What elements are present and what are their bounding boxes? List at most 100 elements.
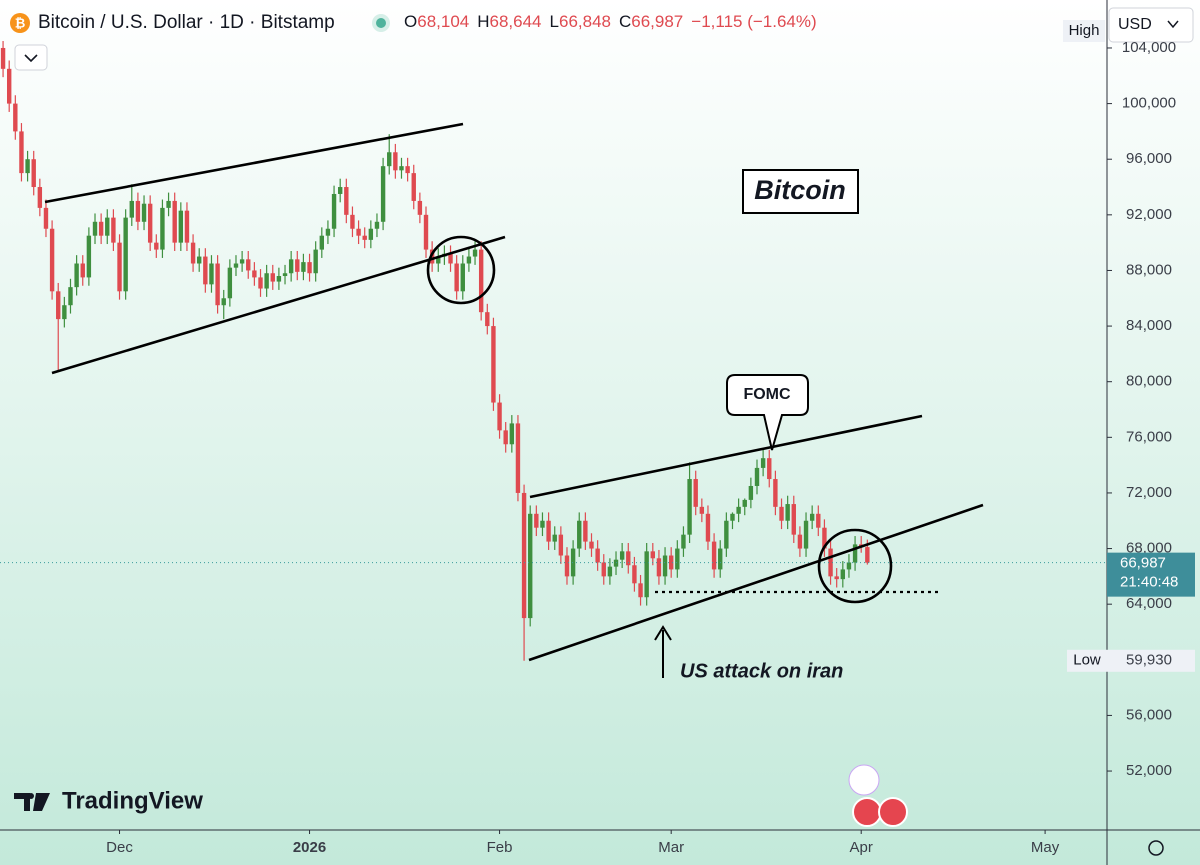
y-tick-label: 104,000 <box>1122 39 1176 56</box>
candle-body <box>154 242 159 250</box>
y-tick-label: 88,000 <box>1126 261 1172 278</box>
y-tick-label: 84,000 <box>1126 317 1172 334</box>
candle-body <box>301 262 306 272</box>
candle-body <box>552 534 557 542</box>
candle-body <box>209 263 214 285</box>
candle-body <box>325 228 331 236</box>
candle-body <box>534 513 539 528</box>
candle-body <box>638 583 643 598</box>
candle-body <box>246 259 251 271</box>
candle-body <box>460 263 465 292</box>
candle-body <box>754 467 760 486</box>
candle-body <box>147 203 153 243</box>
candle-body <box>387 152 392 167</box>
candle-body <box>197 256 202 264</box>
y-tick-label: 96,000 <box>1126 150 1172 167</box>
candle-body <box>344 187 349 215</box>
candle-body <box>423 214 429 250</box>
candle-body <box>221 298 226 306</box>
candle-body <box>282 273 288 277</box>
candle-body <box>264 273 269 289</box>
high-tag: High <box>1069 22 1100 39</box>
trendline <box>529 414 923 499</box>
candle-body <box>374 221 380 229</box>
event-text: US attack on iran <box>680 660 843 682</box>
arrow-head <box>654 625 672 641</box>
candle-body <box>252 270 257 278</box>
y-tick-label: 56,000 <box>1126 706 1172 723</box>
candle-body <box>448 253 453 264</box>
candle-body <box>295 259 300 272</box>
title-box <box>742 169 859 214</box>
candle-body <box>705 513 711 542</box>
candle-body <box>405 166 410 174</box>
candle-body <box>497 402 502 431</box>
trendline <box>44 122 464 204</box>
logo-mark <box>14 793 50 811</box>
candle-body <box>840 569 846 580</box>
candle-body <box>411 173 416 201</box>
candle-body <box>399 166 404 171</box>
candle-body <box>509 423 515 445</box>
ohlc-letter: O <box>404 12 417 31</box>
candle-body <box>687 479 692 535</box>
y-tick-label: 52,000 <box>1126 762 1172 779</box>
candle-body <box>184 210 190 243</box>
candle-body <box>834 576 839 580</box>
candle-body <box>239 259 245 264</box>
last-price-label: 66,987 <box>1120 555 1166 572</box>
callout-bubble <box>726 374 809 451</box>
candle-body <box>681 534 686 549</box>
event-flag[interactable] <box>878 797 908 827</box>
candle-body <box>626 551 631 566</box>
candle-body <box>86 235 92 278</box>
candle-body <box>601 562 606 577</box>
candle-body <box>521 492 527 619</box>
candle-body <box>227 267 233 299</box>
currency[interactable]: USD <box>1118 16 1152 33</box>
candle-body <box>350 214 355 229</box>
x-tick-label: Dec <box>106 839 133 856</box>
ohlc-value: 66,987 <box>631 12 683 31</box>
candle-body <box>779 506 784 521</box>
y-tick-label: 76,000 <box>1126 428 1172 445</box>
candle-body <box>570 548 576 577</box>
candle-body <box>276 276 282 282</box>
settings-icon[interactable] <box>1148 840 1164 856</box>
event-icon[interactable] <box>848 764 880 796</box>
chevron <box>24 54 38 63</box>
candle-body <box>699 506 705 514</box>
x-tick-label: May <box>1031 839 1060 856</box>
annotation-title: Bitcoin <box>754 175 846 205</box>
symbol-title[interactable]: Bitcoin / U.S. Dollar · 1D · Bitstamp <box>38 12 335 33</box>
candle-body <box>619 551 625 560</box>
y-tick-label: 92,000 <box>1126 206 1172 223</box>
collapse-button[interactable] <box>14 44 48 71</box>
candle-body <box>6 68 12 104</box>
candle-body <box>466 256 472 264</box>
event-flag[interactable] <box>852 797 882 827</box>
candle-body <box>644 551 649 598</box>
candle-body <box>613 559 619 567</box>
candle-body <box>558 534 564 556</box>
low-tag: Low <box>1073 652 1101 669</box>
countdown: 21:40:48 <box>1120 574 1178 591</box>
candle-body <box>736 506 741 514</box>
candle-body <box>362 235 367 240</box>
currency-button[interactable] <box>1108 7 1194 43</box>
candle-body <box>583 520 588 542</box>
candle-body <box>828 548 833 577</box>
candle-body <box>564 555 570 577</box>
candle-body <box>356 228 361 236</box>
candle-body <box>233 263 239 268</box>
candle-body <box>865 547 870 563</box>
candle-body <box>767 458 772 480</box>
candle-body <box>331 193 337 229</box>
y-tick-label: 80,000 <box>1126 373 1172 390</box>
change-value: −1,115 (−1.64%) <box>691 12 816 31</box>
candle-body <box>62 305 67 320</box>
bitcoin-icon-glyph: ₿ <box>15 15 26 30</box>
